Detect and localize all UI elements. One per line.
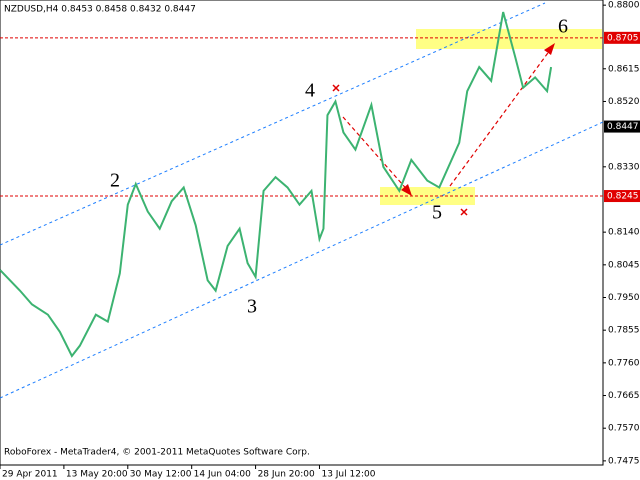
- arrowheads: [401, 43, 555, 196]
- x-marker: [460, 208, 468, 216]
- y-tick-label: 0.7570: [608, 424, 640, 434]
- channel: [0, 2, 604, 399]
- y-tick-label: 0.7855: [608, 326, 640, 336]
- y-tick-label: 0.8615: [608, 64, 640, 74]
- arrowhead: [401, 184, 412, 196]
- current-price-label: 0.8447: [607, 122, 639, 132]
- x-tick-label: 29 Apr 2011: [2, 470, 58, 480]
- channel-lower: [0, 121, 604, 399]
- plot-frame: [0, 0, 604, 466]
- wave-label: 2: [110, 170, 120, 192]
- arrow-down: [342, 116, 411, 194]
- y-tick-label: 0.8800: [608, 1, 640, 11]
- arrow-up: [449, 45, 554, 187]
- y-tick-label: 0.7475: [608, 456, 640, 466]
- y-tick-label: 0.7950: [608, 293, 640, 303]
- level-label: 0.8245: [607, 192, 639, 202]
- y-tick-label: 0.8045: [608, 260, 640, 270]
- y-tick-label: 0.7665: [608, 391, 640, 401]
- x-tick-label: 14 Jun 04:00: [194, 470, 251, 480]
- x-tick-label: 13 Jul 12:00: [321, 470, 375, 480]
- chart-title: NZDUSD,H4 0.8453 0.8458 0.8432 0.8447: [4, 5, 196, 15]
- level-box: [604, 190, 640, 203]
- y-tick-label: 0.8140: [608, 228, 640, 238]
- wave-label: 5: [432, 202, 442, 224]
- price-line: [0, 11, 553, 358]
- x-tick-label: 13 May 20:00: [66, 470, 128, 480]
- x-markers: [332, 84, 468, 216]
- current-price-box: [604, 120, 640, 133]
- y-tick-label: 0.7760: [608, 358, 640, 368]
- arrows: [342, 45, 554, 194]
- level-box: [604, 31, 640, 44]
- y-tick-label: 0.8520: [608, 97, 640, 107]
- x-marker: [332, 84, 340, 92]
- x-tick-label: 30 May 12:00: [130, 470, 192, 480]
- y-tick-label: 0.8330: [608, 162, 640, 172]
- target-zone: [416, 29, 602, 49]
- wave-label: 6: [558, 16, 568, 38]
- level-label: 0.8705: [607, 33, 639, 43]
- x-tick-label: 28 Jun 20:00: [258, 470, 315, 480]
- footer: RoboForex - MetaTrader4, © 2001-2011 Met…: [4, 448, 310, 458]
- wave-label: 3: [247, 296, 257, 318]
- arrowhead: [544, 43, 555, 55]
- wave-label: 4: [305, 80, 315, 102]
